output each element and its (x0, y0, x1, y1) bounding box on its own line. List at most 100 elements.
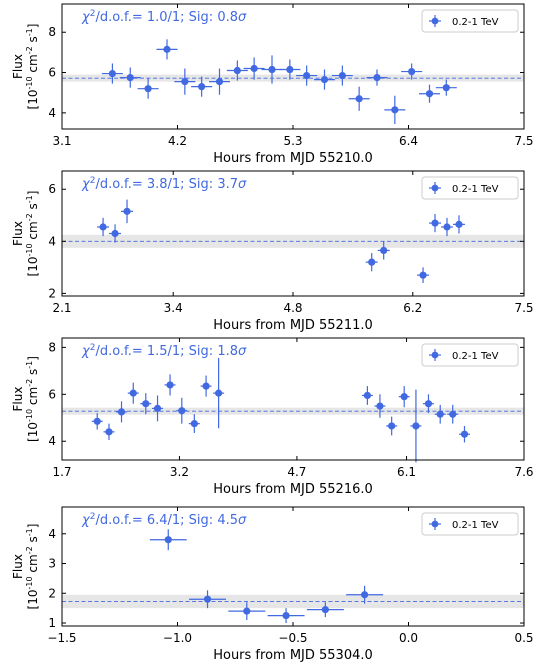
data-marker (442, 84, 450, 92)
x-tick-label: 4.8 (283, 301, 302, 315)
data-marker (321, 606, 329, 614)
data-point (226, 60, 248, 81)
data-marker (443, 223, 451, 231)
legend-box (421, 343, 519, 367)
chi2-annotation: χ2/d.o.f.= 1.0/1; Sig: 0.8σ (81, 9, 247, 25)
data-point (243, 57, 265, 80)
data-marker (126, 73, 134, 82)
x-tick-label: −1.0 (163, 631, 192, 645)
data-point (228, 602, 266, 621)
x-tick-label: 3.1 (52, 134, 71, 148)
legend: 0.2-1 TeV (421, 512, 519, 536)
x-tick-label: 4.2 (168, 134, 187, 148)
axes-frame (61, 337, 525, 461)
x-tick-label: 7.5 (514, 134, 533, 148)
data-point (441, 217, 453, 237)
data-point (422, 394, 434, 414)
data-marker (93, 417, 101, 425)
data-point (296, 65, 318, 86)
data-marker (117, 408, 126, 416)
data-marker (142, 400, 150, 408)
x-tick-label: −1.5 (47, 631, 76, 645)
data-point (101, 63, 123, 84)
data-point (267, 608, 305, 624)
data-marker (436, 410, 444, 418)
x-tick-label: 3.4 (164, 301, 183, 315)
data-point (156, 39, 178, 60)
data-marker (233, 66, 241, 75)
data-point (366, 69, 388, 86)
y-axis-label: Flux (11, 387, 25, 412)
x-tick-label: −0.5 (278, 631, 307, 645)
data-marker (320, 76, 329, 84)
y-tick-label: 1 (48, 616, 56, 630)
x-tick-label: 6.4 (399, 134, 418, 148)
x-axis-label: Hours from MJD 55210.0 (213, 151, 373, 166)
data-marker (163, 45, 171, 53)
data-point (191, 76, 213, 97)
legend-label: 0.2-1 TeV (452, 520, 499, 531)
y-axis-unit: [10-10 cm-2 s-1] (25, 24, 40, 110)
y-tick-label: 8 (48, 25, 56, 39)
data-marker (164, 536, 172, 544)
x-axis-label: Hours from MJD 55211.0 (213, 318, 373, 333)
data-point (200, 375, 212, 397)
legend-box (421, 176, 519, 200)
data-marker (400, 393, 408, 401)
legend-label: 0.2-1 TeV (452, 17, 499, 28)
data-point (410, 389, 422, 463)
y-tick-label: 4 (48, 106, 56, 120)
x-tick-label: 7.6 (514, 465, 533, 479)
data-point (209, 68, 230, 95)
data-marker (181, 78, 189, 86)
x-tick-label: 6.2 (403, 301, 422, 315)
data-point (119, 67, 141, 88)
legend: 0.2-1 TeV (421, 9, 519, 33)
data-point (417, 267, 430, 283)
data-marker (391, 106, 399, 114)
y-tick-label: 6 (48, 387, 56, 401)
data-point (435, 79, 457, 96)
y-tick-label: 8 (48, 340, 56, 354)
data-marker (460, 430, 469, 438)
legend-label: 0.2-1 TeV (452, 351, 499, 362)
x-axis-label: Hours from MJD 55216.0 (213, 482, 373, 497)
data-point (152, 395, 164, 422)
data-point (377, 241, 390, 260)
chi2-annotation: χ2/d.o.f.= 6.4/1; Sig: 4.5σ (81, 512, 247, 528)
data-point (149, 529, 187, 551)
x-axis-label: Hours from MJD 55304.0 (213, 648, 373, 663)
data-marker (129, 389, 137, 397)
data-marker (388, 422, 396, 430)
data-marker (455, 220, 463, 228)
data-point (109, 224, 122, 243)
data-marker (363, 391, 371, 400)
data-marker (380, 246, 388, 255)
x-tick-label: 0.0 (399, 631, 418, 645)
data-point (374, 394, 386, 418)
chi2-annotation: χ2/d.o.f.= 1.5/1; Sig: 1.8σ (81, 343, 247, 359)
data-point (164, 374, 176, 396)
y-tick-label: 6 (48, 182, 56, 196)
panel-3: 1.7 3.2 4.7 6.1 7.6 4 6 8 Hours from MJD 55216.0… (11, 337, 534, 497)
y-tick-label: 4 (48, 527, 56, 541)
data-point (174, 68, 196, 95)
data-point (348, 86, 370, 111)
data-point (398, 386, 410, 408)
data-marker (419, 271, 427, 279)
legend-box (421, 512, 519, 536)
y-tick-label: 2 (48, 286, 56, 300)
data-marker (431, 219, 439, 227)
data-marker (144, 85, 152, 93)
legend-box (421, 9, 519, 33)
y-tick-label: 2 (48, 586, 56, 600)
y-axis-label: Flux (11, 54, 25, 79)
data-point (346, 585, 384, 604)
y-axis-unit: [10-10 cm-2 s-1] (25, 524, 40, 610)
data-marker (243, 607, 251, 615)
x-tick-label: 4.7 (287, 465, 306, 479)
legend-marker (431, 351, 439, 359)
x-tick-label: 0.5 (514, 631, 533, 645)
data-point (434, 404, 446, 424)
